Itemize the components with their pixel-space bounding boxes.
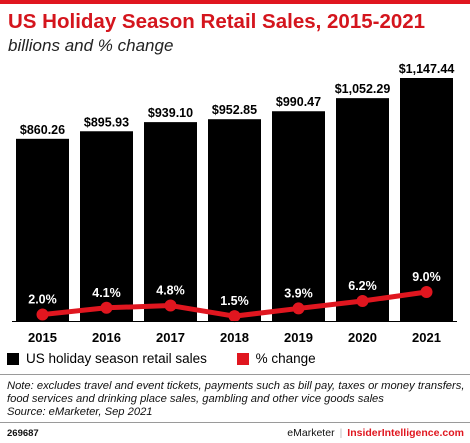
legend-label-bars: US holiday season retail sales [26,351,207,366]
line-label-2017: 4.8% [156,284,185,298]
chart-area: $860.26 $895.93 $939.10 $952.85 $990.47 $1,05… [0,62,470,347]
line-point-2020 [356,295,369,308]
line-point-2015 [36,308,49,321]
bar-2015 [16,138,69,321]
x-tick-2020: 2020 [348,330,377,345]
line-label-2016: 4.1% [92,286,121,300]
bar-2021 [400,78,453,321]
bar-label-2017: $939.10 [148,106,193,120]
chart-title: US Holiday Season Retail Sales, 2015-202… [8,10,426,33]
line-label-2020: 6.2% [348,279,377,293]
bar-2018 [208,119,261,322]
bar-2016 [80,131,133,321]
bar-label-2021: $1,147.44 [399,62,455,76]
note-line-2: food services and drinking place sales, … [7,393,384,406]
line-label-2015: 2.0% [28,293,57,307]
chart-subtitle: billions and % change [8,36,174,55]
note-line-1: Note: excludes travel and event tickets,… [7,380,465,392]
x-tick-2016: 2016 [92,330,121,345]
x-tick-2018: 2018 [220,330,249,345]
brand-insider-intelligence: InsiderIntelligence.com [347,427,464,439]
brand-emarketer: eMarketer [287,427,335,439]
line-label-2021: 9.0% [412,270,441,284]
chart-note: Note: excludes travel and event tickets,… [7,380,467,420]
note-source: Source: eMarketer, Sep 2021 [7,406,153,419]
line-point-2017 [164,299,177,312]
bar-label-2018: $952.85 [212,103,257,117]
chart-svg: $860.26 $895.93 $939.10 $952.85 $990.47 $1,05… [12,62,457,345]
chart-id: 269687 [7,428,39,439]
legend-label-line: % change [255,351,316,366]
line-point-2019 [292,302,305,315]
brand-separator: | [339,427,343,439]
divider-top [0,374,470,375]
divider-bottom [0,422,470,423]
x-tick-2021: 2021 [412,330,441,345]
legend-item-bars: US holiday season retail sales [7,351,207,366]
legend-swatch-bars [7,352,19,365]
x-tick-2015: 2015 [28,330,57,345]
line-point-2016 [100,301,113,314]
top-accent-bar [0,0,470,4]
bar-2020 [336,98,389,321]
line-point-2018 [228,310,241,323]
x-tick-2019: 2019 [284,330,313,345]
line-label-2018: 1.5% [220,294,249,308]
legend: US holiday season retail sales % change [7,351,342,367]
legend-item-line: % change [236,351,316,366]
line-label-2019: 3.9% [284,286,313,300]
bar-label-2015: $860.26 [20,123,65,137]
footer-brand: eMarketer | InsiderIntelligence.com [287,427,464,439]
line-point-2021 [420,286,433,298]
bar-label-2020: $1,052.29 [335,82,391,96]
bar-2019 [272,111,325,321]
bar-label-2019: $990.47 [276,95,321,109]
bar-2017 [144,122,197,321]
x-tick-2017: 2017 [156,330,185,345]
legend-swatch-line [236,352,249,365]
bar-label-2016: $895.93 [84,115,129,129]
